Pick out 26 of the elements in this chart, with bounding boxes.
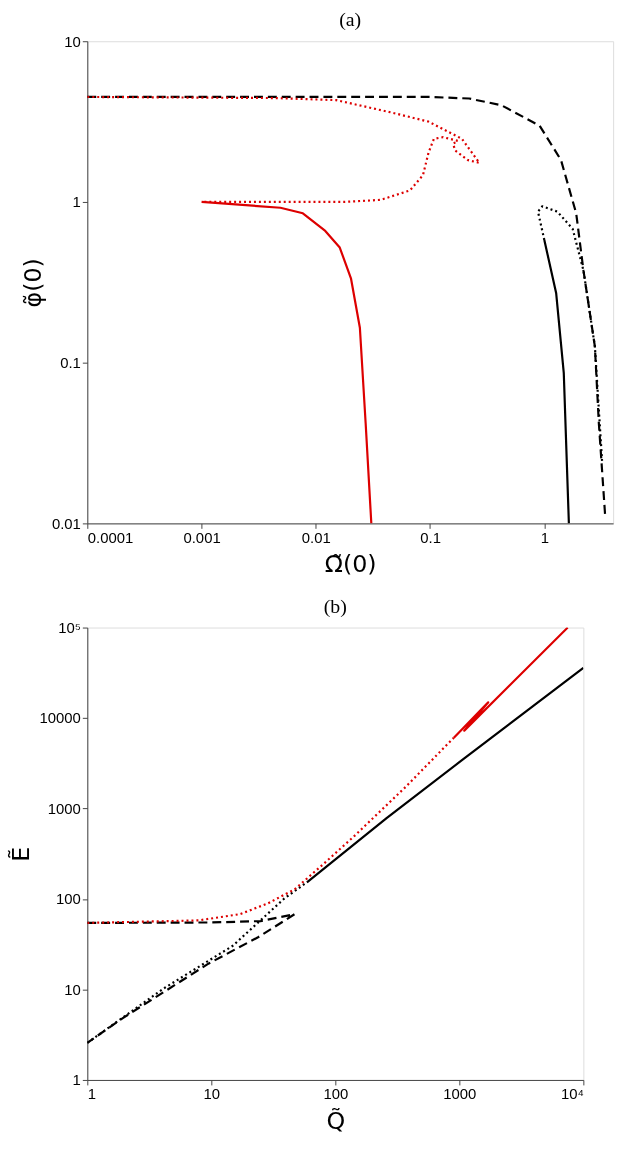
y-tick-label: 0.01 [51, 515, 81, 532]
y-tick-label: 10 [64, 33, 81, 50]
y-tick-label: 10 [64, 981, 81, 998]
y-axis-title: φ̃(0) [18, 258, 47, 308]
y-axis-title: Ẽ [6, 846, 35, 862]
y-tick-label: 0.1 [60, 355, 81, 372]
x-tick-label: 0.01 [301, 529, 331, 546]
x-tick-label: 0.001 [183, 529, 221, 546]
y-tick-label: 1 [72, 194, 81, 211]
chart-title: (b) [323, 594, 347, 618]
y-tick-label: 10⁵ [58, 620, 81, 637]
x-tick-label: 1 [540, 529, 549, 546]
y-tick-label: 1 [72, 1072, 81, 1089]
x-tick-label: 10⁴ [560, 1086, 584, 1103]
y-tick-label: 100 [56, 891, 81, 908]
x-tick-label: 100 [323, 1086, 349, 1103]
x-tick-label: 0.1 [420, 529, 441, 546]
x-axis-title: Ω̃(0) [324, 550, 377, 579]
y-tick-label: 1000 [47, 800, 81, 817]
x-tick-label: 1000 [443, 1086, 477, 1103]
x-tick-label: 0.0001 [87, 529, 134, 546]
x-tick-label: 10 [203, 1086, 221, 1103]
x-axis-title: Q̃ [326, 1107, 346, 1136]
chart-title: (a) [339, 8, 362, 32]
x-tick-label: 1 [87, 1086, 97, 1103]
y-tick-label: 10000 [39, 710, 81, 727]
